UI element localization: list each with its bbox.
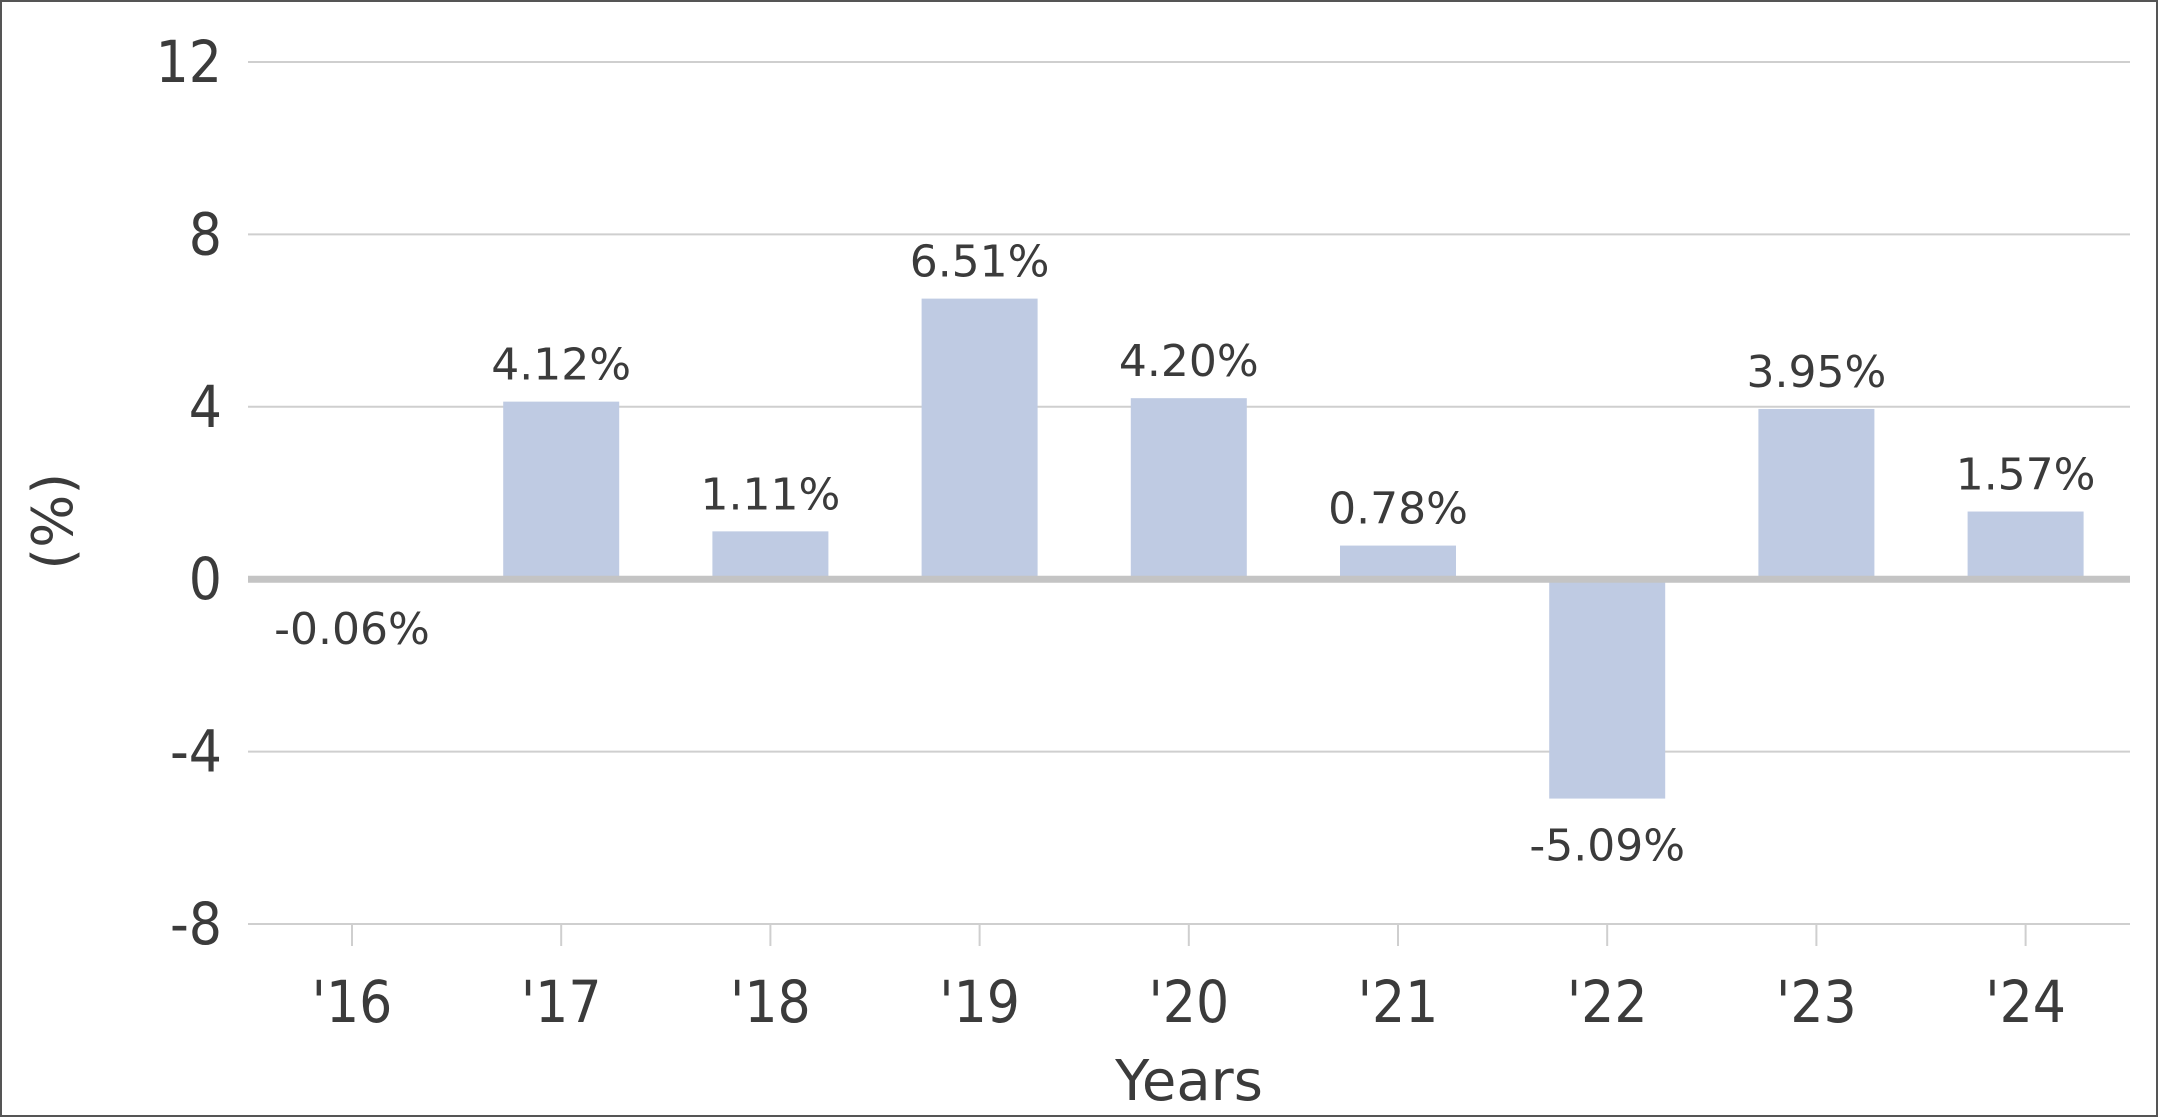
data-labels: -0.06% 4.12% 1.11% 6.51% 4.20% 0.78% -5.09% 3.9… xyxy=(274,237,2095,872)
bars xyxy=(294,298,2084,799)
bar xyxy=(1758,408,1875,580)
y-tick-label: 12 xyxy=(156,28,222,96)
data-label: -5.09% xyxy=(1529,821,1685,872)
y-axis-title: (%) xyxy=(21,473,86,570)
x-tick-label: '24 xyxy=(1985,968,2066,1036)
data-label: 1.57% xyxy=(1956,450,2096,501)
x-tick-label: '21 xyxy=(1358,968,1439,1036)
data-label: 3.95% xyxy=(1747,347,1887,398)
x-axis-title: Years xyxy=(1114,1049,1263,1114)
y-tick-label: -4 xyxy=(170,718,222,786)
bar xyxy=(1340,545,1456,580)
bar xyxy=(712,531,829,580)
data-label: 6.51% xyxy=(910,237,1050,288)
data-label: 1.11% xyxy=(701,469,841,520)
data-label: -0.06% xyxy=(274,604,430,655)
x-tick-label: '20 xyxy=(1148,968,1229,1036)
bar xyxy=(921,298,1038,580)
y-tick-label: 8 xyxy=(189,200,222,268)
x-axis-tick-labels: '16 '17 '18 '19 '20 '21 '22 '23 '24 xyxy=(312,924,2066,1036)
y-tick-label: 0 xyxy=(189,545,222,613)
x-tick-label: '17 xyxy=(521,968,602,1036)
bar xyxy=(1130,398,1247,580)
y-tick-label: -8 xyxy=(170,890,222,958)
x-tick-label: '23 xyxy=(1776,968,1857,1036)
data-label: 4.20% xyxy=(1119,336,1259,387)
y-tick-label: 4 xyxy=(189,373,222,441)
x-tick-label: '22 xyxy=(1567,968,1648,1036)
bar xyxy=(1967,511,2084,580)
y-axis-tick-labels: 12 8 4 0 -4 -8 xyxy=(156,28,222,958)
data-label: 4.12% xyxy=(491,340,631,391)
x-tick-label: '18 xyxy=(730,968,811,1036)
x-tick-label: '16 xyxy=(312,968,393,1036)
x-tick-label: '19 xyxy=(939,968,1020,1036)
bar xyxy=(1549,579,1666,799)
bar xyxy=(503,401,620,580)
data-label: 0.78% xyxy=(1328,484,1468,535)
